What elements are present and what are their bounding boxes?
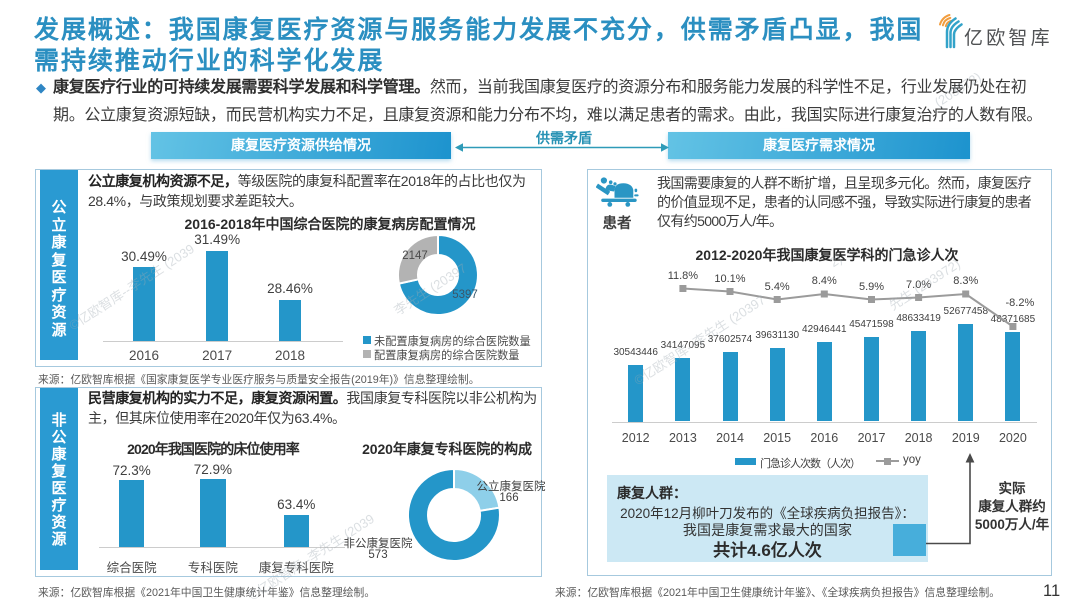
svg-text:亿欧智库: 亿欧智库 xyxy=(964,27,1053,49)
